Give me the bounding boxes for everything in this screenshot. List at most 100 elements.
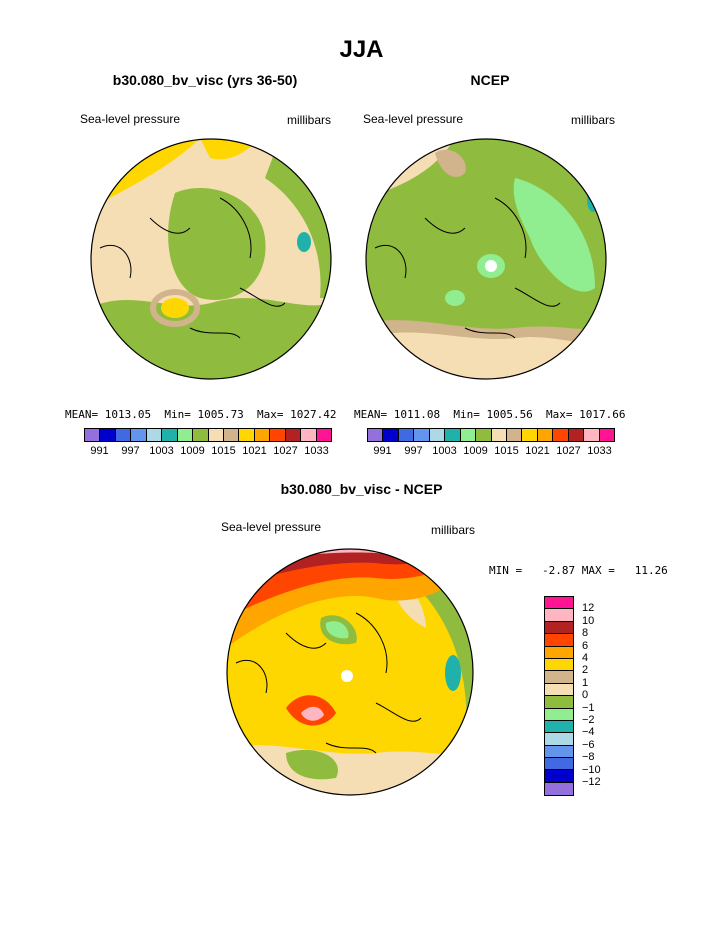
colorbar-tick-5: 1015 <box>211 445 236 457</box>
page-title: JJA <box>339 36 384 63</box>
diff-colorbar-tick-8: 0 <box>582 689 589 702</box>
diff-colorbar-ticks: 12 10 8 6 4 2 1 0 −1 −2 −4 −6 −8 −10 −12 <box>582 596 622 796</box>
panel-2-title: NCEP <box>470 72 510 88</box>
map-1-local-low <box>297 232 311 252</box>
colorbar-swatch-13 <box>270 429 286 441</box>
diff-colorbar-tick-11: −4 <box>582 726 595 739</box>
map-2-high-3 <box>435 149 466 177</box>
colorbar-swatch-11 <box>522 429 538 441</box>
panel-2-variable-label: Sea-level pressure <box>363 112 464 126</box>
colorbar-swatch-15 <box>301 429 317 441</box>
colorbar-swatch-10 <box>506 429 523 441</box>
map-2-high-2 <box>366 139 410 170</box>
diff-panel-polar-map <box>226 548 474 796</box>
colorbar-swatch-10 <box>223 429 240 441</box>
colorbar-swatch-12 <box>254 429 271 441</box>
diff-colorbar-swatches <box>544 596 574 797</box>
map-2-southern-band-edge <box>366 320 606 344</box>
diff-panel-units-label: millibars <box>431 523 476 537</box>
colorbar-swatch-2 <box>383 429 399 441</box>
diff-colorbar-swatch-5 <box>545 646 573 659</box>
panel-1-polar-map <box>90 138 332 380</box>
diff-colorbar-swatch-3 <box>545 621 573 635</box>
panel-1-statistics: MEAN= 1013.05 Min= 1005.73 Max= 1027.42 <box>65 408 337 421</box>
map-3-southern-low <box>286 749 338 780</box>
colorbar-swatch-4 <box>414 429 430 441</box>
colorbar-tick-1: 991 <box>373 445 392 457</box>
diff-colorbar-tick-3: 8 <box>582 627 589 640</box>
colorbar-swatch-14 <box>568 429 585 441</box>
map-1-greenland-high-ring <box>150 289 200 327</box>
map-1-boundary <box>90 138 332 380</box>
diff-colorbar-tick-14: −10 <box>582 763 601 776</box>
diff-colorbar-swatch-15 <box>545 770 573 783</box>
diff-colorbar-swatch-16 <box>545 782 573 796</box>
colorbar-tick-5: 1015 <box>494 445 519 457</box>
map-1-coastlines <box>99 197 286 339</box>
panel-1-title: b30.080_bv_visc (yrs 36-50) <box>112 72 298 88</box>
diff-colorbar-tick-6: 2 <box>582 664 589 677</box>
diff-colorbar-swatch-7 <box>545 671 573 684</box>
diff-panel-title: b30.080_bv_visc - NCEP <box>280 481 443 497</box>
colorbar-swatch-6 <box>162 429 178 441</box>
map-3-central-low-inner <box>325 621 349 639</box>
colorbar-swatch-5 <box>146 429 163 441</box>
colorbar-swatch-3 <box>115 429 132 441</box>
map-2-boundary <box>365 138 607 380</box>
panel-2-polar-map <box>365 138 607 380</box>
colorbar-tick-4: 1009 <box>180 445 205 457</box>
colorbar-swatch-7 <box>460 429 477 441</box>
diff-panel-variable-label: Sea-level pressure <box>221 520 322 534</box>
diff-colorbar-swatch-4 <box>545 634 573 647</box>
panel-1-units-label: millibars <box>287 113 332 127</box>
map-1-low-pressure-region <box>91 298 331 379</box>
colorbar-swatch-5 <box>429 429 446 441</box>
diff-colorbar-tick-1: 12 <box>582 602 595 615</box>
colorbar-swatch-14 <box>285 429 302 441</box>
map-2-low-1 <box>513 178 595 292</box>
colorbar-tick-8: 1033 <box>587 445 612 457</box>
colorbar-swatch-1 <box>368 429 384 441</box>
colorbar-tick-6: 1021 <box>242 445 267 457</box>
diff-colorbar-swatch-10 <box>545 708 573 721</box>
diff-colorbar-swatch-11 <box>545 720 573 734</box>
map-3-greenland-high-core <box>301 706 324 721</box>
colorbar-swatch-12 <box>537 429 554 441</box>
diff-colorbar-swatch-12 <box>545 733 573 746</box>
colorbar-swatch-6 <box>445 429 461 441</box>
colorbar-swatch-15 <box>584 429 600 441</box>
diff-colorbar-swatch-2 <box>545 609 573 622</box>
map-2-local-low <box>587 188 599 212</box>
diff-colorbar-tick-10: −2 <box>582 714 595 726</box>
colorbar-swatch-9 <box>491 429 507 441</box>
diff-colorbar-tick-13: −8 <box>582 751 595 764</box>
map-3-coastlines <box>235 612 422 754</box>
map-1-arctic-low <box>168 188 266 300</box>
colorbar-swatch-2 <box>100 429 116 441</box>
panel-1-colorbar-swatches <box>84 428 332 442</box>
colorbar-tick-4: 1009 <box>463 445 488 457</box>
diff-colorbar-tick-4: 6 <box>582 639 589 652</box>
diff-colorbar-tick-2: 10 <box>582 614 595 627</box>
diff-colorbar-tick-5: 4 <box>582 652 589 664</box>
colorbar-swatch-11 <box>239 429 255 441</box>
panel-1-colorbar: 991 997 1003 1009 1015 1021 1027 1033 <box>84 428 332 459</box>
panel-2-units-label: millibars <box>571 113 616 127</box>
map-2-coastlines <box>374 197 561 339</box>
diff-panel-minmax: MIN = -2.87 MAX = 11.26 <box>489 564 668 577</box>
colorbar-tick-3: 1003 <box>432 445 457 457</box>
panel-2-statistics: MEAN= 1011.08 Min= 1005.56 Max= 1017.66 <box>354 408 626 421</box>
panel-2-colorbar-swatches <box>367 428 615 442</box>
map-1-greenland-high <box>161 298 189 318</box>
colorbar-swatch-8 <box>193 429 209 441</box>
diff-colorbar-tick-15: −12 <box>582 776 601 788</box>
colorbar-tick-2: 997 <box>404 445 423 457</box>
diff-colorbar-tick-7: 1 <box>582 676 589 689</box>
colorbar-swatch-16 <box>316 429 331 441</box>
colorbar-swatch-9 <box>208 429 224 441</box>
map-2-low-3 <box>445 290 465 306</box>
map-3-boundary <box>226 548 474 796</box>
diff-colorbar-swatch-14 <box>545 758 573 771</box>
colorbar-tick-1: 991 <box>90 445 109 457</box>
panel-1-colorbar-ticks: 991 997 1003 1009 1015 1021 1027 1033 <box>84 445 332 459</box>
